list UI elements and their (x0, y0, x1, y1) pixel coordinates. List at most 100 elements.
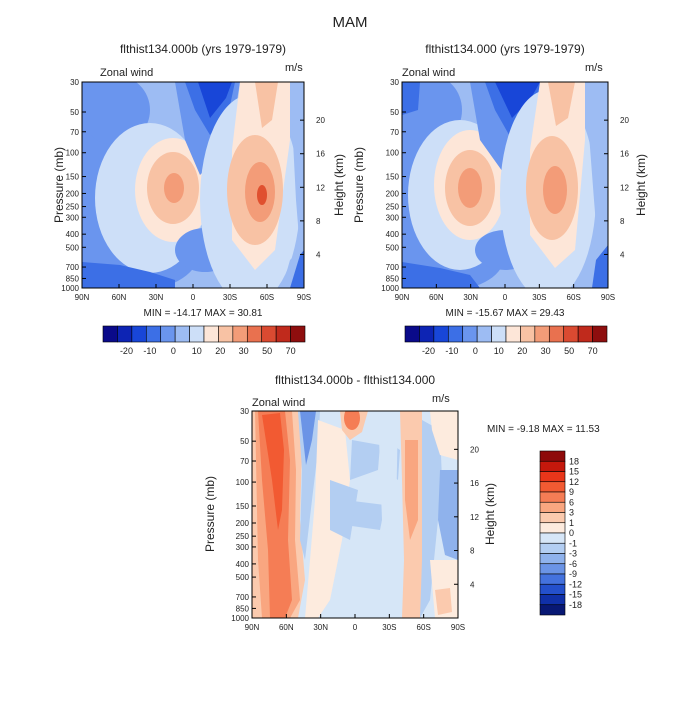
y-tick-label: 700 (386, 263, 400, 272)
y-tick-label: 70 (70, 128, 79, 137)
y-tick-label: 1000 (231, 614, 249, 623)
panel-3-stats: MIN = -9.18 MAX = 11.53 (487, 424, 600, 435)
y2-tick-label: 20 (316, 116, 325, 125)
colorbar-swatch (505, 325, 521, 343)
x-tick-label: 30N (313, 623, 328, 632)
y-tick-label: 100 (66, 149, 80, 158)
colorbar-swatch (189, 325, 205, 343)
y-tick-label: 700 (66, 263, 80, 272)
colorbar-label: 1 (569, 518, 574, 528)
x-tick-label: 30S (382, 623, 396, 632)
colorbar-swatch (577, 325, 593, 343)
y-tick-label: 250 (386, 203, 400, 212)
colorbar-label: 20 (215, 346, 225, 356)
y-tick-label: 100 (386, 149, 400, 158)
colorbar-swatch (447, 325, 464, 343)
colorbar-swatch (491, 325, 507, 343)
colorbar-label: 50 (262, 346, 272, 356)
colorbar-swatch (539, 604, 566, 616)
colorbar-label: 10 (494, 346, 504, 356)
colorbar-label: -20 (120, 346, 133, 356)
x-tick-label: 90N (395, 293, 410, 302)
colorbar-swatch (539, 532, 566, 544)
y2-tick-label: 8 (316, 217, 321, 226)
x-tick-label: 90N (245, 623, 260, 632)
colorbar-swatch (145, 325, 162, 343)
colorbar-label: 0 (473, 346, 478, 356)
colorbar-label: 70 (588, 346, 598, 356)
x-tick-label: 60N (279, 623, 294, 632)
colorbar-swatch (476, 325, 492, 343)
y-tick-label: 1000 (61, 284, 79, 293)
colorbar-swatch (174, 325, 190, 343)
y2-tick-label: 20 (470, 445, 479, 454)
y-tick-label: 700 (236, 593, 250, 602)
panel-1-units: m/s (285, 62, 303, 74)
panel-2-field (402, 82, 608, 288)
panel-1-colorbar: -20 -10 0 10 20 30 50 70 (102, 325, 306, 356)
x-tick-label: 60N (112, 293, 127, 302)
colorbar-swatch (160, 325, 176, 343)
x-tick-label: 60S (567, 293, 581, 302)
x-tick-label: 30N (463, 293, 478, 302)
colorbar-label: 10 (192, 346, 202, 356)
colorbar-swatch (563, 325, 579, 343)
colorbar-swatch (539, 563, 566, 575)
colorbar-swatch (539, 573, 566, 585)
panel-3-ylabel-right: Height (km) (483, 483, 497, 545)
y-tick-label: 200 (66, 189, 80, 198)
colorbar-swatch (539, 460, 566, 472)
panel-1-title: flthist134.000b (yrs 1979-1979) (120, 42, 286, 56)
y-tick-label: 400 (236, 560, 250, 569)
colorbar-swatch (539, 491, 566, 503)
panel-3-title: flthist134.000b - flthist134.000 (275, 373, 435, 387)
x-tick-label: 30S (532, 293, 546, 302)
colorbar-swatch (539, 522, 566, 534)
colorbar-label: 30 (239, 346, 249, 356)
panel-1-ylabel-right: Height (km) (332, 154, 346, 216)
colorbar-label: 50 (564, 346, 574, 356)
colorbar-label: -12 (569, 579, 582, 589)
y2-tick-label: 12 (620, 183, 629, 192)
colorbar-swatch (232, 325, 248, 343)
y-tick-label: 150 (66, 173, 80, 182)
colorbar-label: 18 (569, 456, 579, 466)
x-tick-label: 0 (353, 623, 358, 632)
x-tick-label: 60S (417, 623, 431, 632)
colorbar-swatch (261, 325, 277, 343)
panel-1-ylabel: Pressure (mb) (52, 147, 66, 223)
x-tick-label: 90S (451, 623, 465, 632)
y-tick-label: 150 (236, 502, 250, 511)
colorbar-label: -1 (569, 538, 577, 548)
colorbar-swatch (433, 325, 449, 343)
panel-2-colorbar: -20 -10 0 10 20 30 50 70 (404, 325, 608, 356)
colorbar-swatch (203, 325, 219, 343)
colorbar-label: -15 (569, 590, 582, 600)
y-tick-label: 500 (386, 243, 400, 252)
figure-title: MAM (333, 14, 368, 31)
colorbar-label: 0 (171, 346, 176, 356)
colorbar-label: -10 (143, 346, 156, 356)
panel-3: flthist134.000b - flthist134.000 Zonal w… (203, 373, 600, 632)
colorbar-swatch (462, 325, 478, 343)
colorbar-swatch (218, 325, 234, 343)
colorbar-swatch (539, 594, 566, 606)
colorbar-swatch (534, 325, 550, 343)
x-tick-label: 0 (503, 293, 508, 302)
y-tick-label: 30 (70, 78, 79, 87)
y-tick-label: 850 (236, 604, 250, 613)
y2-tick-label: 16 (470, 479, 479, 488)
colorbar-swatch (539, 583, 566, 595)
panel-3-variable: Zonal wind (252, 397, 305, 409)
colorbar-swatch (419, 325, 435, 343)
y-tick-label: 850 (386, 274, 400, 283)
colorbar-label: 12 (569, 477, 579, 487)
y-tick-label: 500 (66, 243, 80, 252)
x-tick-label: 60S (260, 293, 274, 302)
colorbar-swatch (246, 325, 263, 343)
colorbar-swatch (117, 325, 133, 343)
y-tick-label: 50 (240, 437, 249, 446)
y-tick-label: 70 (240, 457, 249, 466)
